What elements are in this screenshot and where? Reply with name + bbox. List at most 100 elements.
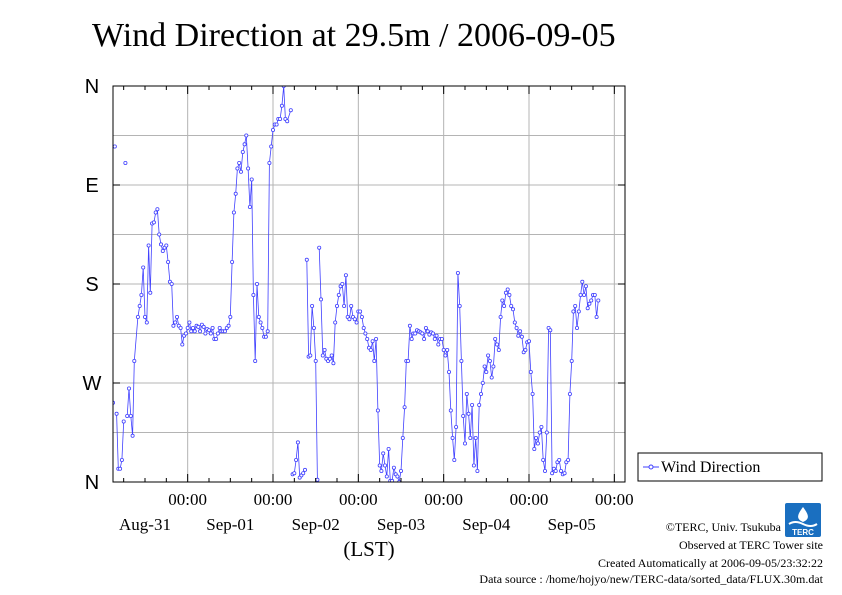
data-point: [539, 424, 544, 429]
data-point: [377, 463, 382, 468]
data-point: [544, 430, 549, 435]
data-point: [164, 243, 169, 248]
data-point: [187, 320, 192, 325]
data-point: [157, 232, 162, 237]
data-point: [432, 336, 437, 341]
data-point: [475, 468, 480, 473]
data-point: [550, 471, 555, 476]
x-tick-label-time: 00:00: [339, 490, 378, 509]
data-point: [347, 317, 352, 322]
data-point: [318, 297, 323, 302]
x-tick-label-time: 00:00: [424, 490, 463, 509]
data-point: [422, 336, 427, 341]
data-point: [450, 435, 455, 440]
data-point: [215, 331, 220, 336]
data-point: [434, 333, 439, 338]
credit-source: Data source : /home/hojyo/new/TERC-data/…: [479, 572, 823, 586]
data-point: [269, 144, 274, 149]
data-point: [557, 457, 562, 462]
data-point: [553, 468, 558, 473]
x-tick-label-time: 00:00: [168, 490, 207, 509]
data-point: [512, 320, 517, 325]
data-point: [231, 210, 236, 215]
data-point: [381, 451, 386, 456]
data-point: [226, 323, 231, 328]
data-point: [487, 358, 492, 363]
data-point: [242, 142, 247, 147]
data-point: [543, 468, 548, 473]
data-point: [240, 149, 245, 154]
data-point: [178, 325, 183, 330]
data-point: [158, 242, 163, 247]
data-point: [288, 108, 293, 113]
data-point: [222, 329, 227, 334]
data-point: [400, 435, 405, 440]
data-point: [496, 347, 501, 352]
data-point: [502, 303, 507, 308]
data-point: [532, 446, 537, 451]
x-tick-label-time: 00:00: [510, 490, 549, 509]
data-point: [254, 281, 259, 286]
data-point: [423, 325, 428, 330]
data-point: [559, 468, 564, 473]
data-point: [503, 290, 508, 295]
chart-title: Wind Direction at 29.5m / 2006-09-05: [92, 17, 616, 54]
data-point: [509, 303, 514, 308]
grid-lines: [113, 86, 625, 482]
data-point: [430, 331, 435, 336]
data-point: [519, 334, 524, 339]
data-point: [151, 220, 156, 225]
data-point: [130, 433, 135, 438]
data-point: [206, 328, 211, 333]
data-point: [493, 336, 498, 341]
data-point: [308, 353, 313, 358]
data-point: [253, 358, 258, 363]
data-point: [292, 471, 297, 476]
data-point: [464, 391, 469, 396]
data-point: [189, 329, 194, 334]
data-point: [169, 281, 174, 286]
data-point: [166, 259, 171, 264]
y-axis: N W S E N: [83, 76, 625, 494]
credit-observed: Observed at TERC Tower site: [679, 538, 823, 552]
data-point: [514, 325, 519, 330]
data-point: [592, 292, 597, 297]
x-tick-label-time: 00:00: [254, 490, 293, 509]
data-point: [454, 424, 459, 429]
data-point: [370, 339, 375, 344]
data-point: [302, 467, 307, 472]
data-point: [125, 413, 130, 418]
data-point: [596, 298, 601, 303]
data-point: [278, 117, 283, 122]
x-tick-label-date: Aug-31: [119, 515, 171, 534]
data-point: [128, 413, 133, 418]
data-point: [249, 177, 254, 182]
data-point: [263, 334, 268, 339]
data-point: [500, 298, 505, 303]
data-point: [436, 342, 441, 347]
data-point: [587, 301, 592, 306]
data-point: [372, 358, 377, 363]
data-point: [589, 298, 594, 303]
data-point: [238, 169, 243, 174]
data-point: [142, 314, 147, 319]
data-point: [575, 325, 580, 330]
x-tick-label-date: Sep-02: [292, 515, 340, 534]
data-point: [505, 287, 510, 292]
data-point: [333, 320, 338, 325]
x-axis: 00:00Aug-3100:00Sep-0100:00Sep-0200:00Se…: [119, 86, 634, 534]
x-tick-label-time: 00:00: [595, 490, 634, 509]
series-wind-direction: [113, 86, 601, 482]
data-point: [562, 471, 567, 476]
data-point: [228, 314, 233, 319]
data-point: [118, 466, 123, 471]
terc-logo: TERC: [785, 503, 821, 537]
data-point: [285, 119, 290, 124]
data-point: [208, 331, 213, 336]
data-point: [258, 320, 263, 325]
data-point: [141, 265, 146, 270]
data-point: [274, 122, 279, 127]
data-point: [386, 446, 391, 451]
data-point: [583, 284, 588, 289]
data-point: [329, 353, 334, 358]
